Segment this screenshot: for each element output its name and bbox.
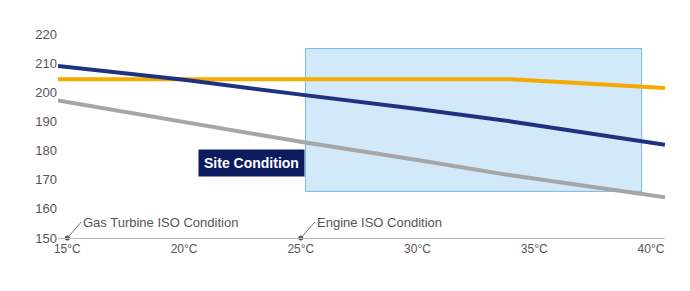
svg-text:15°C: 15°C: [54, 242, 81, 256]
svg-text:40°C: 40°C: [638, 242, 665, 256]
svg-text:30°C: 30°C: [404, 242, 431, 256]
svg-text:35°C: 35°C: [521, 242, 548, 256]
svg-text:160: 160: [35, 201, 57, 216]
svg-text:200: 200: [35, 85, 57, 100]
svg-text:20°C: 20°C: [171, 242, 198, 256]
svg-text:220: 220: [35, 27, 57, 42]
svg-text:25°C: 25°C: [287, 242, 314, 256]
svg-text:190: 190: [35, 114, 57, 129]
svg-text:150: 150: [35, 231, 57, 246]
svg-text:Engine ISO Condition: Engine ISO Condition: [317, 215, 442, 230]
svg-text:210: 210: [35, 56, 57, 71]
svg-text:170: 170: [35, 172, 57, 187]
svg-text:Gas Turbine ISO Condition: Gas Turbine ISO Condition: [83, 215, 238, 230]
svg-text:Site Condition: Site Condition: [204, 155, 299, 171]
svg-text:180: 180: [35, 143, 57, 158]
